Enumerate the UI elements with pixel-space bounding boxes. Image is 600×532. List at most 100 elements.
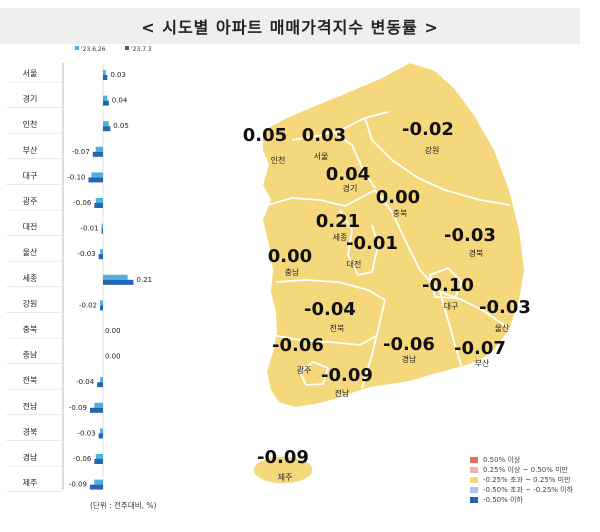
bar-curr <box>98 254 103 260</box>
category-label: 울산 <box>23 247 38 257</box>
category-label: 경기 <box>23 94 38 104</box>
province-border <box>439 291 463 369</box>
bar-prev <box>103 121 109 127</box>
category-label: 부산 <box>23 145 38 155</box>
region-name: 충남 <box>285 268 300 277</box>
region-value: 0.05 <box>243 125 287 146</box>
region-value: 0.03 <box>302 125 346 146</box>
region-name: 부산 <box>475 358 490 368</box>
region-value: -0.01 <box>346 233 398 254</box>
data-label: 0.00 <box>105 353 121 361</box>
bar-prev <box>91 172 103 178</box>
region-name: 충북 <box>393 209 408 218</box>
data-label: 0.00 <box>105 327 121 335</box>
region-name: 대전 <box>347 259 362 269</box>
legend-swatch <box>75 46 79 50</box>
province-border <box>275 279 386 301</box>
region-value: -0.09 <box>257 447 309 468</box>
bar-curr <box>100 305 103 311</box>
data-label: -0.06 <box>73 455 92 463</box>
legend-item: -0.50% 이하 <box>470 495 523 505</box>
bar-curr <box>92 151 103 157</box>
bar-prev <box>94 479 103 485</box>
region-name: 전북 <box>330 323 345 333</box>
bar-prev <box>100 377 103 383</box>
data-label: -0.03 <box>78 429 96 437</box>
category-label: 충남 <box>23 351 38 360</box>
bar-curr <box>94 459 103 464</box>
legend-swatch <box>470 467 478 473</box>
data-label: -0.01 <box>80 225 98 233</box>
data-label: -0.06 <box>73 199 92 207</box>
legend-swatch <box>470 477 478 483</box>
unit-note: (단위 : 전주대비, %) <box>90 500 157 510</box>
region-value: -0.02 <box>402 119 454 140</box>
bar-curr <box>98 433 103 439</box>
region-value: -0.03 <box>479 297 530 318</box>
region-value: -0.03 <box>444 225 496 246</box>
chart-title: < 시도별 아파트 매매가격지수 변동률 > <box>141 18 439 37</box>
bar-prev <box>100 300 103 306</box>
legend-swatch <box>470 487 478 493</box>
province-border <box>364 117 511 206</box>
category-label: 전남 <box>23 401 38 411</box>
category-label: 서울 <box>23 69 38 78</box>
region-name: 울산 <box>495 323 510 333</box>
bar-curr <box>88 177 103 183</box>
region-value: -0.06 <box>383 334 435 355</box>
data-label: -0.10 <box>67 173 85 181</box>
jeju-shape <box>252 455 314 485</box>
province-border <box>339 209 379 277</box>
category-label: 강원 <box>23 298 38 308</box>
category-label: 충북 <box>23 325 38 334</box>
legend-item: -0.50% 초과 ~ -0.25% 이하 <box>470 485 573 495</box>
region-name: 광주 <box>297 365 312 375</box>
bar-prev <box>94 402 103 408</box>
region-value: -0.09 <box>321 365 373 386</box>
category-label: 광주 <box>23 196 38 206</box>
region-value: -0.04 <box>304 299 356 320</box>
region-name: 인천 <box>271 155 286 165</box>
region-name: 경북 <box>469 248 484 258</box>
bar-curr <box>97 382 103 388</box>
bar-curr <box>103 279 134 285</box>
province-border <box>428 266 464 299</box>
region-name: 강원 <box>425 145 440 155</box>
legend-swatch <box>125 46 129 50</box>
data-label: 0.03 <box>110 71 126 79</box>
bar-prev <box>95 454 103 459</box>
region-value: 0.04 <box>326 164 370 185</box>
data-label: -0.04 <box>76 378 95 386</box>
data-label: -0.09 <box>69 404 87 412</box>
bar-curr <box>89 407 103 413</box>
province-border <box>361 299 386 389</box>
legend-label: '23.6.26 <box>81 46 106 53</box>
mainland-shape <box>260 60 527 410</box>
data-label: -0.09 <box>69 481 87 489</box>
legend-label: -0.25% 초과 ~ 0.25% 미만 <box>483 476 571 484</box>
bar-prev <box>95 146 103 152</box>
legend-label: -0.50% 이하 <box>483 496 523 504</box>
region-name: 서울 <box>314 152 329 161</box>
legend-item: 0.25% 이상 ~ 0.50% 미만 <box>470 465 568 475</box>
region-name: 대구 <box>444 302 459 311</box>
province-border <box>329 129 376 189</box>
bar-prev <box>100 249 103 255</box>
legend-item: -0.25% 초과 ~ 0.25% 미만 <box>470 475 571 485</box>
province-border <box>298 360 330 386</box>
data-label: -0.03 <box>78 250 96 258</box>
legend-swatch <box>470 497 478 503</box>
category-label: 경북 <box>23 426 38 436</box>
region-name: 전남 <box>335 388 350 398</box>
province-border <box>461 299 513 331</box>
category-label: 대구 <box>23 171 38 180</box>
data-label: 0.05 <box>113 122 129 130</box>
bar-prev <box>101 223 103 229</box>
data-label: 0.21 <box>136 276 152 284</box>
legend-swatch <box>470 457 478 463</box>
bar-chart: '23.6.26 '23.7.3 서울 0.03 경기 0.04 인천 0.05 부산 -0.07… <box>6 46 157 510</box>
region-value: -0.07 <box>454 338 506 359</box>
bar-curr <box>89 484 103 490</box>
region-value: 0.00 <box>376 187 420 208</box>
